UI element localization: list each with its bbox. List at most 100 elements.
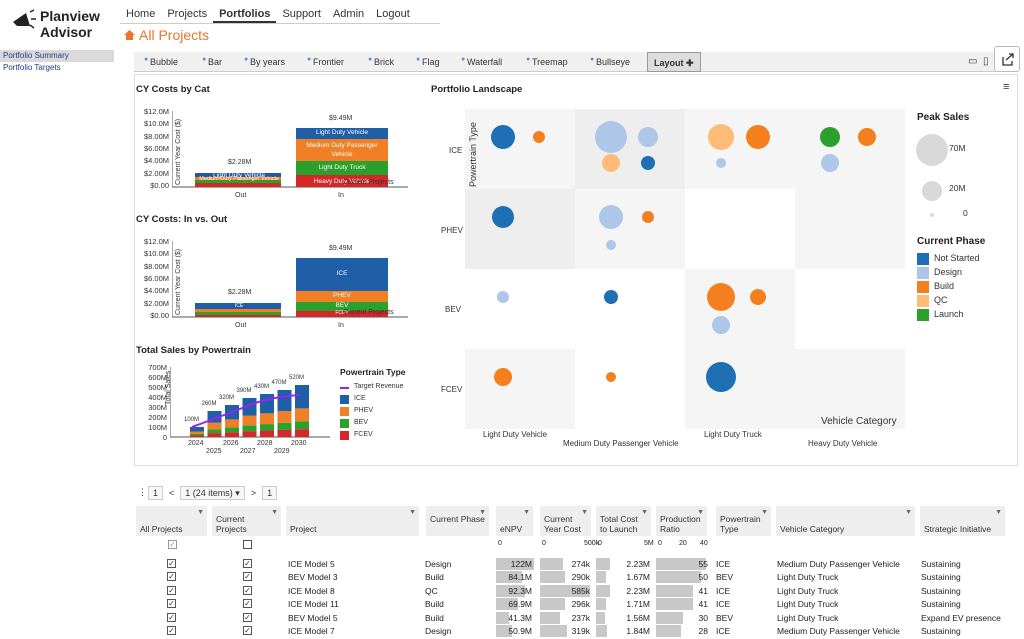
current-projects-checkbox[interactable]: ✓	[243, 599, 252, 609]
filter-icon[interactable]: ▼	[995, 509, 1002, 516]
project-bubble[interactable]	[707, 283, 735, 311]
project-bubble[interactable]	[491, 125, 515, 149]
nav-projects[interactable]: Projects	[167, 8, 208, 20]
project-name[interactable]: ICE Model 11	[288, 599, 339, 610]
scale-tick: 500k	[584, 540, 600, 547]
nav-admin[interactable]: Admin	[332, 8, 365, 20]
y-tick: 100M	[148, 423, 167, 432]
all-projects-checkbox[interactable]: ✓	[167, 599, 176, 609]
project-bubble[interactable]	[494, 368, 512, 386]
column-header[interactable]: All Projects ▼	[136, 506, 207, 536]
all-projects-checkbox[interactable]: ✓	[167, 626, 176, 635]
filter-icon[interactable]: ▼	[271, 509, 278, 516]
project-bubble[interactable]	[820, 127, 840, 147]
filter-icon[interactable]: ▼	[697, 509, 704, 516]
pager-next[interactable]: >	[250, 488, 257, 498]
nav-portfolios[interactable]: Portfolios	[213, 6, 277, 23]
project-bubble[interactable]	[606, 240, 616, 250]
project-name[interactable]: ICE Model 8	[288, 585, 335, 596]
project-bubble[interactable]	[746, 125, 770, 149]
share-button[interactable]	[994, 46, 1020, 72]
sales-bar-segment	[225, 419, 239, 428]
project-bubble[interactable]	[606, 372, 616, 382]
project-bubble[interactable]	[708, 124, 734, 150]
tab-flag[interactable]: ● Flag	[416, 52, 440, 72]
column-header[interactable]: Total Cost to Launch ▼	[596, 506, 651, 536]
filter-icon[interactable]: ▼	[905, 509, 912, 516]
project-name[interactable]: ICE Model 7	[288, 626, 335, 636]
sales-bar-segment	[207, 411, 222, 423]
column-header[interactable]: Current Year Cost ▼	[540, 506, 591, 536]
column-header[interactable]: eNPV ▼	[496, 506, 533, 536]
project-name[interactable]: ICE Model 5	[288, 559, 335, 569]
tab-waterfall[interactable]: ● Waterfall	[461, 52, 502, 72]
project-name[interactable]: BEV Model 5	[288, 612, 338, 623]
project-bubble[interactable]	[642, 211, 654, 223]
all-projects-checkbox[interactable]: ✓	[167, 585, 176, 595]
all-projects-checkbox[interactable]: ✓	[167, 572, 176, 582]
all-projects-header-checkbox[interactable]: ✓	[168, 540, 177, 549]
tab-layout[interactable]: Layout ✚	[647, 52, 701, 72]
current-projects-header-checkbox[interactable]	[243, 540, 252, 549]
project-bubble[interactable]	[750, 289, 766, 305]
pager-first[interactable]: 1	[148, 486, 164, 500]
pager-prev[interactable]: <	[169, 488, 175, 498]
pager-current[interactable]: 1 (24 items) ▾	[180, 486, 245, 500]
sidebar-item-portfolio-targets[interactable]: Portfolio Targets	[3, 63, 61, 72]
project-bubble[interactable]	[712, 316, 730, 334]
project-bubble[interactable]	[533, 131, 545, 143]
pager-last[interactable]: 1	[262, 486, 278, 500]
sidebar-item-portfolio-summary[interactable]: Portfolio Summary	[0, 50, 114, 62]
filter-icon[interactable]: ▼	[581, 509, 588, 516]
current-projects-checkbox[interactable]: ✓	[243, 585, 252, 595]
filter-icon[interactable]: ▼	[523, 509, 530, 516]
project-bubble[interactable]	[599, 205, 623, 229]
all-projects-checkbox[interactable]: ✓	[167, 559, 176, 568]
project-bubble[interactable]	[706, 362, 736, 392]
column-header[interactable]: Powertrain Type ▼	[716, 506, 771, 536]
project-bubble[interactable]	[716, 158, 726, 168]
column-header[interactable]: Project ▼	[286, 506, 419, 536]
all-projects-checkbox[interactable]: ✓	[167, 612, 176, 622]
column-header[interactable]: Strategic Initiative ▼	[920, 506, 1005, 536]
tab-bar[interactable]: ● Bar	[202, 52, 222, 72]
filter-icon[interactable]: ▼	[197, 509, 204, 516]
current-projects-checkbox[interactable]: ✓	[243, 572, 252, 582]
menu-icon[interactable]: ≡	[1003, 81, 1010, 93]
nav-home[interactable]: Home	[126, 8, 156, 20]
tab-bullseye[interactable]: ● Bullseye	[590, 52, 630, 72]
tab-treemap[interactable]: ● Treemap	[526, 52, 568, 72]
bar-segment	[296, 175, 388, 187]
filter-icon[interactable]: ▼	[479, 509, 486, 516]
project-bubble[interactable]	[595, 121, 627, 153]
current-projects-checkbox[interactable]: ✓	[243, 559, 252, 568]
project-name[interactable]: BEV Model 3	[288, 572, 338, 583]
project-bubble[interactable]	[858, 128, 876, 146]
tab-brick[interactable]: ● Brick	[368, 52, 394, 72]
filter-icon[interactable]: ▼	[641, 509, 648, 516]
page-icon[interactable]: ▭	[968, 56, 978, 67]
project-bubble[interactable]	[641, 156, 655, 170]
add-icon[interactable]: ✚	[686, 58, 694, 68]
column-header[interactable]: Production Ratio ▼	[656, 506, 707, 536]
project-bubble[interactable]	[604, 290, 618, 304]
tab-by-years[interactable]: ● By years	[244, 52, 285, 72]
column-header[interactable]: Current Projects ▼	[212, 506, 281, 536]
project-bubble[interactable]	[497, 291, 509, 303]
nav-support[interactable]: Support	[282, 8, 321, 20]
project-bubble[interactable]	[821, 154, 839, 172]
project-bubble[interactable]	[492, 206, 514, 228]
drag-handle-icon[interactable]: ⋮	[138, 487, 147, 497]
current-projects-checkbox[interactable]: ✓	[243, 612, 252, 622]
project-bubble[interactable]	[638, 127, 658, 147]
current-projects-checkbox[interactable]: ✓	[243, 626, 252, 635]
column-header[interactable]: Vehicle Category ▼	[776, 506, 915, 536]
filter-icon[interactable]: ▼	[409, 509, 416, 516]
tab-bubble[interactable]: ● Bubble	[144, 52, 178, 72]
column-header[interactable]: Current Phase ▼	[426, 506, 489, 536]
nav-logout[interactable]: Logout	[376, 8, 410, 20]
tab-frontier[interactable]: ● Frontier	[307, 52, 344, 72]
book-icon[interactable]: ▯	[983, 56, 989, 67]
project-bubble[interactable]	[602, 154, 620, 172]
filter-icon[interactable]: ▼	[761, 509, 768, 516]
